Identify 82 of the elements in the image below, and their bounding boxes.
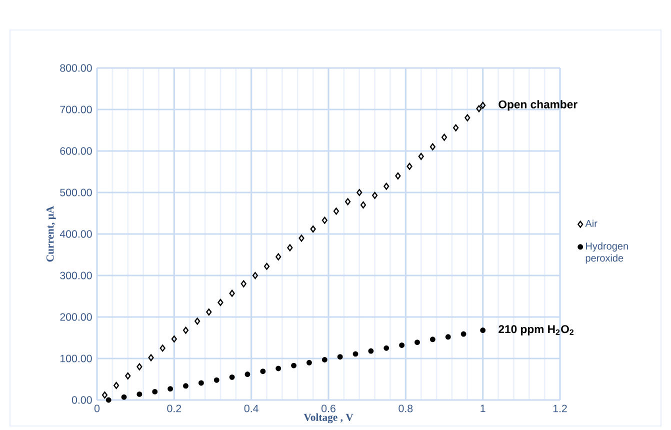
- point: [152, 388, 158, 394]
- point: [276, 366, 282, 372]
- point: [322, 357, 328, 362]
- point: [183, 383, 188, 389]
- point: [360, 201, 366, 208]
- point: [460, 331, 466, 337]
- point: [356, 188, 362, 196]
- y-tick-label: 100.00: [60, 354, 92, 362]
- point: [352, 351, 358, 357]
- point: [260, 368, 266, 374]
- point: [291, 362, 297, 368]
- annotation: Open chamber: [498, 100, 578, 111]
- point: [136, 391, 142, 397]
- point: [148, 354, 154, 362]
- x-tick-label: 1: [480, 404, 486, 412]
- y-axis-title: Current, µA: [46, 206, 56, 262]
- point: [252, 272, 258, 280]
- point: [264, 262, 270, 270]
- x-tick-label: 1.2: [553, 404, 567, 412]
- point: [322, 216, 328, 224]
- point: [125, 372, 131, 380]
- annotation: 210 ppm H$_{2}$O$_{2}$: [498, 325, 574, 336]
- point: [229, 290, 235, 297]
- point: [276, 253, 282, 260]
- x-tick-label: 0.2: [167, 404, 182, 412]
- x-tick-label: 0.4: [244, 404, 258, 412]
- point: [480, 328, 486, 334]
- point: [430, 143, 436, 150]
- point: [395, 172, 401, 180]
- y-tick-label: 0.00: [72, 396, 92, 404]
- x-axis-title: Voltage , V: [304, 413, 354, 424]
- point: [372, 192, 378, 199]
- point: [287, 244, 293, 252]
- y-tick-label: 400.00: [60, 230, 92, 238]
- legend-label: Hydrogen peroxide: [586, 242, 628, 264]
- point: [368, 348, 374, 354]
- point: [102, 391, 108, 399]
- point: [106, 397, 112, 403]
- point: [445, 334, 451, 340]
- point: [168, 386, 174, 392]
- point: [406, 162, 412, 170]
- point: [194, 318, 200, 325]
- y-tick-label: 800.00: [60, 64, 92, 72]
- point: [480, 102, 486, 109]
- x-tick-label: 0: [94, 404, 100, 412]
- point: [399, 342, 405, 348]
- point: [206, 308, 212, 316]
- point: [384, 345, 390, 351]
- point: [344, 198, 351, 206]
- x-tick-label: 0.8: [398, 404, 413, 412]
- point: [298, 234, 304, 242]
- point: [198, 380, 204, 386]
- point: [160, 344, 166, 352]
- point: [464, 114, 470, 122]
- y-tick-label: 600.00: [60, 147, 92, 155]
- point: [136, 363, 142, 370]
- y-tick-label: 200.00: [60, 313, 92, 321]
- point: [229, 374, 235, 380]
- point: [337, 354, 343, 360]
- point: [182, 326, 189, 334]
- point: [240, 280, 246, 288]
- point: [121, 394, 127, 400]
- point: [453, 124, 459, 132]
- legend-label: Air: [585, 220, 598, 227]
- point: [113, 382, 120, 390]
- x-tick-label: 0.6: [322, 404, 336, 412]
- point: [441, 134, 448, 141]
- point: [333, 208, 340, 215]
- point: [171, 335, 177, 343]
- point: [214, 377, 220, 383]
- point: [244, 372, 250, 378]
- point: [218, 298, 224, 306]
- y-tick-label: 500.00: [60, 188, 92, 196]
- point: [430, 336, 436, 342]
- point: [310, 225, 316, 233]
- point: [476, 105, 482, 112]
- point: [418, 152, 424, 160]
- y-tick-label: 700.00: [60, 106, 92, 114]
- point: [384, 182, 390, 190]
- point: [414, 340, 420, 346]
- y-tick-label: 300.00: [60, 272, 92, 280]
- point: [306, 360, 312, 366]
